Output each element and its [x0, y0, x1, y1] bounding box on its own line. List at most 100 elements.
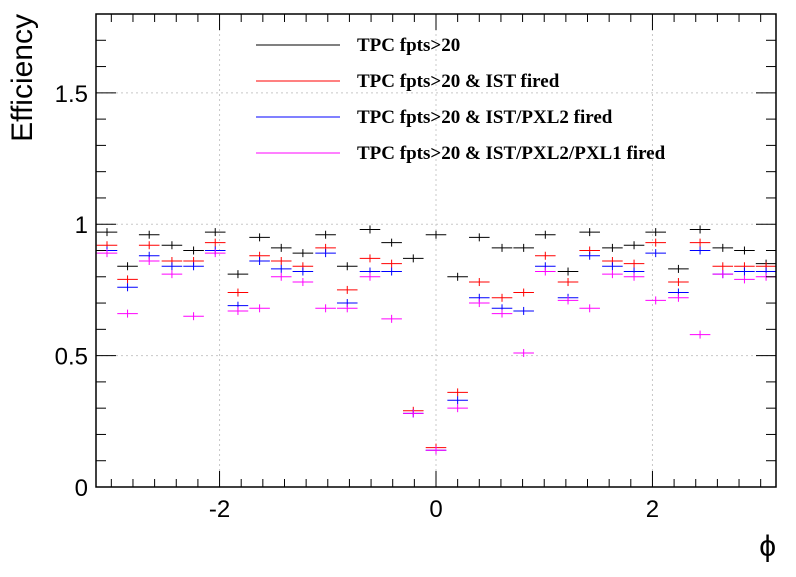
- legend: TPC fpts>20 TPC fpts>20 & IST fired TPC fp…: [256, 35, 666, 164]
- data-point: [425, 446, 447, 455]
- legend-item: TPC fpts>20: [256, 35, 460, 56]
- data-point: [645, 296, 666, 305]
- data-point: [227, 288, 249, 297]
- x-axis-title: ϕ: [759, 530, 776, 563]
- y-tick-label: 1.5: [55, 81, 88, 108]
- data-point: [315, 249, 336, 258]
- data-point: [645, 228, 666, 237]
- data-point: [315, 230, 336, 239]
- data-point: [557, 296, 579, 305]
- data-point: [270, 272, 292, 281]
- data-point: [359, 254, 381, 263]
- data-point: [513, 243, 534, 252]
- data-point: [292, 249, 314, 258]
- data-point: [359, 272, 381, 281]
- data-point: [513, 306, 534, 315]
- data-point: [292, 278, 314, 287]
- data-point: [204, 249, 226, 258]
- series-3: [96, 249, 777, 455]
- data-point: [645, 249, 666, 258]
- data-point: [292, 267, 314, 276]
- y-tick-label: 1: [75, 212, 88, 239]
- data-point: [491, 243, 513, 252]
- data-point: [689, 225, 711, 234]
- data-point: [402, 254, 424, 263]
- data-point: [270, 257, 292, 266]
- data-point: [183, 246, 204, 255]
- data-point: [623, 241, 645, 250]
- data-point: [447, 396, 468, 405]
- data-point: [557, 267, 579, 276]
- data-point: [513, 348, 534, 357]
- legend-item: TPC fpts>20 & IST/PXL2/PXL1 fired: [256, 143, 666, 164]
- legend-item: TPC fpts>20 & IST/PXL2 fired: [256, 107, 613, 128]
- data-point: [117, 262, 138, 271]
- data-point: [469, 299, 490, 308]
- data-point: [689, 330, 711, 339]
- legend-label: TPC fpts>20 & IST/PXL2 fired: [357, 107, 613, 128]
- x-tick-label: 0: [429, 496, 442, 523]
- data-point: [117, 275, 138, 284]
- data-point: [513, 288, 534, 297]
- data-point: [602, 270, 623, 279]
- data-point: [249, 304, 270, 313]
- data-point: [689, 238, 711, 247]
- data-point: [204, 238, 226, 247]
- data-point: [734, 267, 755, 276]
- data-point: [117, 309, 138, 318]
- data-point: [381, 267, 402, 276]
- y-axis-title: Efficiency: [6, 14, 39, 142]
- data-point: [535, 251, 556, 260]
- series-1: [96, 238, 777, 452]
- data-point: [249, 257, 270, 266]
- data-point: [161, 262, 183, 271]
- y-tick-label: 0: [75, 475, 88, 502]
- data-point: [336, 304, 358, 313]
- data-point: [359, 225, 381, 234]
- data-point: [535, 267, 556, 276]
- data-point: [579, 228, 600, 237]
- data-point: [579, 304, 600, 313]
- data-point: [469, 233, 490, 242]
- data-point: [712, 243, 734, 252]
- data-point: [183, 312, 204, 321]
- data-point: [447, 272, 468, 281]
- axis-layer: -2 0 2 0 0.5 1 1.5: [55, 13, 776, 523]
- data-point: [535, 230, 556, 239]
- data-point: [183, 262, 204, 271]
- data-point: [138, 257, 160, 266]
- data-point: [712, 262, 734, 271]
- data-point: [668, 293, 689, 302]
- data-point: [712, 270, 734, 279]
- data-point: [602, 262, 623, 271]
- legend-item: TPC fpts>20 & IST fired: [256, 71, 560, 92]
- data-point: [270, 243, 292, 252]
- data-point: [602, 243, 623, 252]
- data-point: [557, 278, 579, 287]
- data-point: [315, 304, 336, 313]
- data-point: [689, 246, 711, 255]
- data-point: [645, 238, 666, 247]
- series-0: [96, 225, 777, 281]
- data-point: [96, 249, 118, 258]
- data-point: [491, 309, 513, 318]
- y-tick-label: 0.5: [55, 344, 88, 371]
- data-point: [734, 246, 755, 255]
- data-point: [469, 278, 490, 287]
- data-point: [227, 306, 249, 315]
- x-tick-label: 2: [646, 496, 659, 523]
- data-point: [227, 270, 249, 279]
- data-point: [381, 238, 402, 247]
- x-tick-label: -2: [209, 496, 230, 523]
- data-point: [447, 388, 468, 397]
- data-point: [623, 259, 645, 268]
- data-layer: [96, 225, 777, 455]
- data-point: [668, 278, 689, 287]
- data-point: [668, 264, 689, 273]
- data-point: [579, 251, 600, 260]
- series-2: [96, 246, 777, 455]
- data-point: [161, 241, 183, 250]
- data-point: [96, 228, 118, 237]
- data-point: [425, 230, 447, 239]
